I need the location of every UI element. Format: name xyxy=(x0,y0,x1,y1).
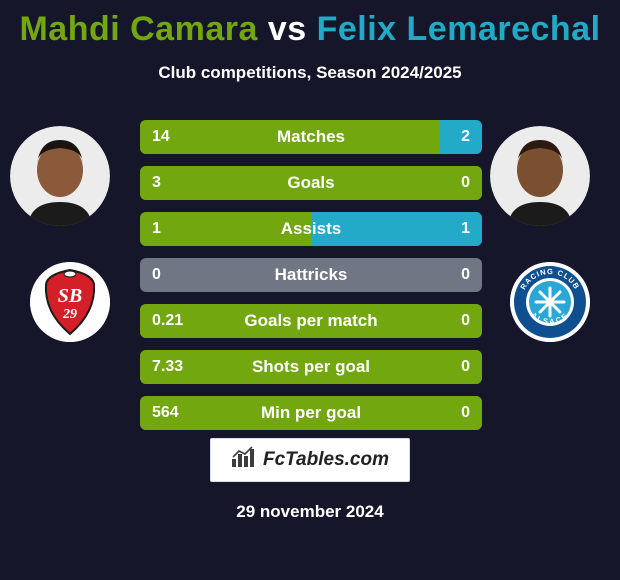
svg-text:29: 29 xyxy=(62,307,77,322)
stats-area: 142Matches 30Goals 11Assists 00Hattricks 0.2… xyxy=(140,120,482,442)
club-badge-b: RACING CLUB ALSACE xyxy=(510,262,590,342)
stat-row: 142Matches xyxy=(140,120,482,154)
brand-text: FcTables.com xyxy=(263,449,389,471)
club-badge-a: SB 29 xyxy=(30,262,110,342)
title-vs: vs xyxy=(268,10,307,48)
stat-row: 11Assists xyxy=(140,212,482,246)
svg-text:SB: SB xyxy=(58,285,82,307)
avatar-player-b xyxy=(490,126,590,226)
stat-label: Goals per match xyxy=(140,311,482,331)
stat-row: 7.330Shots per goal xyxy=(140,350,482,384)
stat-row: 5640Min per goal xyxy=(140,396,482,430)
stat-label: Min per goal xyxy=(140,403,482,423)
stat-label: Matches xyxy=(140,127,482,147)
stat-label: Assists xyxy=(140,219,482,239)
subtitle: Club competitions, Season 2024/2025 xyxy=(0,63,620,83)
stat-label: Shots per goal xyxy=(140,357,482,377)
stat-row: 00Hattricks xyxy=(140,258,482,292)
date-line: 29 november 2024 xyxy=(0,502,620,522)
brand-badge: FcTables.com xyxy=(210,438,410,482)
page-title: Mahdi Camara vs Felix Lemarechal xyxy=(0,0,620,49)
brand-chart-icon xyxy=(231,446,255,474)
avatar-player-a xyxy=(10,126,110,226)
title-player-b: Felix Lemarechal xyxy=(317,10,601,48)
stat-label: Goals xyxy=(140,173,482,193)
stat-row: 0.210Goals per match xyxy=(140,304,482,338)
title-player-a: Mahdi Camara xyxy=(19,10,257,48)
stat-label: Hattricks xyxy=(140,265,482,285)
stat-row: 30Goals xyxy=(140,166,482,200)
